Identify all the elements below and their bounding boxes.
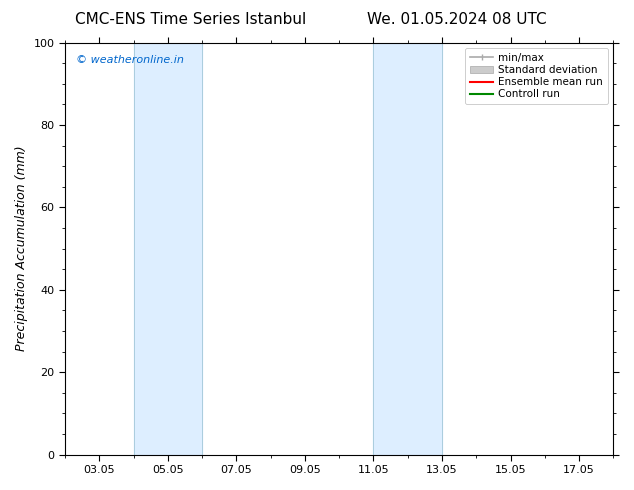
Legend: min/max, Standard deviation, Ensemble mean run, Controll run: min/max, Standard deviation, Ensemble me… xyxy=(465,48,608,104)
Y-axis label: Precipitation Accumulation (mm): Precipitation Accumulation (mm) xyxy=(15,146,28,351)
Text: We. 01.05.2024 08 UTC: We. 01.05.2024 08 UTC xyxy=(366,12,547,27)
Bar xyxy=(373,43,442,455)
Text: © weatheronline.in: © weatheronline.in xyxy=(76,55,184,65)
Text: CMC-ENS Time Series Istanbul: CMC-ENS Time Series Istanbul xyxy=(75,12,306,27)
Bar xyxy=(134,43,202,455)
